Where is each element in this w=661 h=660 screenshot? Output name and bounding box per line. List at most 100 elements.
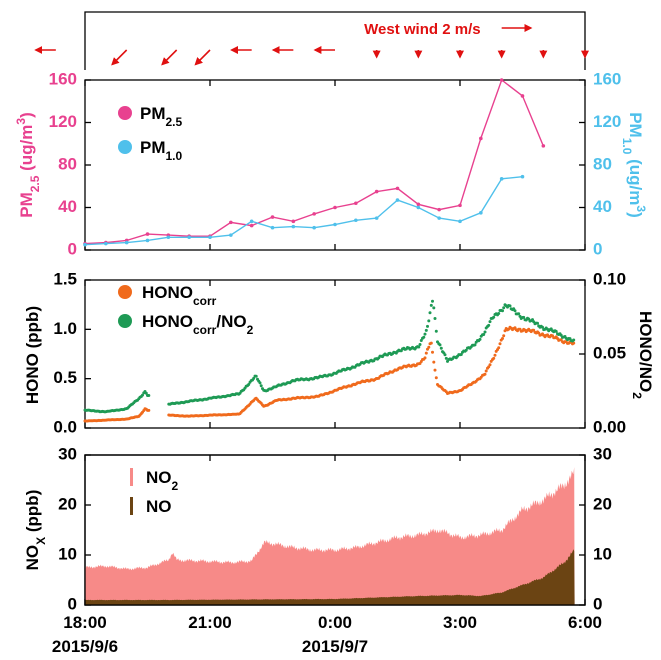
- hono-point: [434, 329, 438, 333]
- pm-point-pm10: [291, 224, 296, 229]
- wind-arrow: [194, 49, 211, 66]
- pm-point-pm25: [374, 189, 379, 194]
- hono-point: [536, 321, 539, 325]
- hono-point: [141, 393, 144, 397]
- y-tick-label-left: 10: [58, 544, 77, 563]
- pm-point-pm25: [333, 205, 337, 210]
- pm-point-pm10: [124, 240, 129, 245]
- y-tick-label-right: 0: [593, 594, 602, 613]
- y-tick-label-right: 120: [593, 112, 621, 131]
- hono-point: [443, 353, 447, 357]
- y-tick-label-left: 80: [58, 154, 77, 173]
- hono-point: [417, 345, 421, 349]
- nox-legend-marker: [130, 497, 133, 515]
- nox-legend-marker: [130, 468, 133, 486]
- x-tick-label: 6:00: [568, 613, 602, 632]
- pm-point-pm25: [499, 78, 504, 82]
- hono-point: [459, 353, 463, 356]
- y-tick-label-right: 0: [593, 239, 602, 258]
- pm-legend-label: PM1.0: [140, 138, 183, 163]
- hono-legend-label: HONOcorr/NO2: [142, 312, 254, 337]
- hono-series-hono: [83, 325, 576, 423]
- nox-panel: 0 10 20 30 0 10 20 30 NO2 NO NOX (ppb): [23, 444, 612, 613]
- hono-point: [502, 334, 506, 338]
- pm-point-pm25: [520, 94, 525, 98]
- y-tick-label-right: 20: [593, 494, 612, 513]
- wind-annotation: West wind 2 m/s: [364, 21, 480, 38]
- hono-point: [427, 345, 431, 349]
- pm-point-pm25: [354, 201, 358, 206]
- pm-point-pm10: [270, 225, 275, 230]
- hono-point: [502, 306, 506, 310]
- y-tick-label-left: 30: [58, 444, 77, 463]
- pm-point-pm10: [229, 233, 233, 237]
- pm-legend-label: PM2.5: [140, 104, 183, 129]
- hono-point: [492, 315, 496, 319]
- y-tick-label-right: 30: [593, 444, 612, 463]
- hono-series-ratio: [83, 299, 576, 414]
- x-tick-date-label: 2015/9/6: [52, 637, 118, 656]
- hono-point: [427, 319, 431, 323]
- y-tick-label-right: 0.05: [593, 343, 626, 362]
- pm-point-pm10: [333, 222, 337, 227]
- hono-point: [429, 341, 433, 345]
- hono-point: [418, 343, 422, 346]
- hono-point: [428, 311, 432, 315]
- pm-legend-marker: [118, 106, 132, 120]
- y-tick-label-right: 0.00: [593, 417, 626, 436]
- nox-legend-label: NO2: [146, 468, 179, 493]
- pm-legend: PM2.5 PM1.0: [118, 104, 183, 163]
- hono-point: [422, 335, 426, 339]
- nox-area-no2: [85, 467, 575, 605]
- hono-point: [484, 369, 488, 373]
- pm-point-pm25: [270, 215, 275, 219]
- hono-point: [434, 376, 438, 380]
- pm-point-pm25: [437, 207, 441, 212]
- hono-point: [478, 337, 482, 341]
- wind-panel: West wind 2 m/s: [34, 11, 589, 70]
- hono-point: [259, 384, 263, 388]
- hono-point: [147, 408, 151, 412]
- pm-point-pm10: [437, 216, 441, 220]
- hono-point: [537, 331, 541, 335]
- y-tick-label-left: 120: [49, 112, 77, 131]
- y-tick-label-right: 160: [593, 69, 621, 88]
- hono-right-axis-label: HONO/NO2: [630, 311, 655, 399]
- hono-point: [431, 299, 434, 303]
- pm-series-line-pm10: [84, 176, 523, 246]
- hono-point: [488, 320, 492, 324]
- hono-point: [432, 306, 436, 310]
- hono-point: [423, 332, 427, 336]
- hono-point: [432, 360, 436, 364]
- nox-border-top: [84, 454, 586, 606]
- hono-point: [482, 333, 486, 336]
- x-tick-label: 3:00: [443, 613, 477, 632]
- pm-point-pm25: [229, 220, 233, 225]
- y-tick-label-left: 1.0: [53, 319, 77, 338]
- hono-point: [254, 374, 258, 378]
- hono-point: [488, 363, 492, 367]
- pm-left-axis-label: PM2.5 (ug/m3): [14, 112, 42, 218]
- hono-left-axis-label: HONO (ppb): [23, 306, 42, 404]
- hono-point: [522, 315, 526, 319]
- pm-point-pm25: [458, 203, 462, 208]
- hono-point: [429, 303, 433, 307]
- pm-legend-marker: [118, 140, 132, 154]
- hono-point: [464, 348, 468, 352]
- hono-point: [493, 353, 497, 357]
- hono-point: [438, 343, 442, 347]
- hono-point: [572, 338, 576, 342]
- hono-panel-border: [84, 279, 586, 429]
- wind-frame: [84, 11, 586, 70]
- hono-point: [258, 381, 262, 385]
- y-tick-label-right: 10: [593, 544, 612, 563]
- nox-axis-label: NOX (ppb): [23, 490, 48, 571]
- hono-point: [147, 394, 151, 397]
- pm-point-pm25: [145, 232, 150, 236]
- hono-point: [503, 329, 507, 333]
- pm-point-pm25: [479, 136, 483, 141]
- pm-panel: 0 40 80 120 160 0 40 80 120 160 PM2.5 PM1.0 PM2.5 (u…: [14, 69, 648, 258]
- pm-point-pm10: [416, 205, 421, 210]
- pm-point-pm10: [249, 219, 254, 224]
- pm-point-pm25: [291, 219, 296, 224]
